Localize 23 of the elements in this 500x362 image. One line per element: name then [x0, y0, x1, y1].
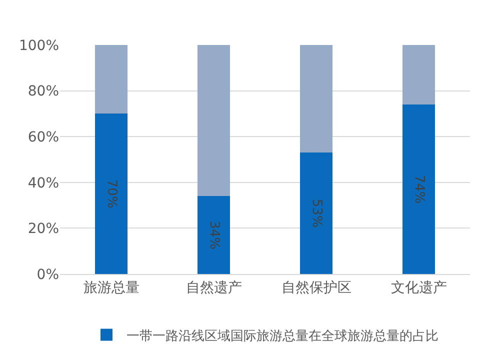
y-tick-label: 60% — [28, 130, 59, 146]
bar — [94, 45, 128, 114]
data-label: 74% — [411, 174, 426, 204]
bar — [402, 104, 436, 274]
y-tick-label: 40% — [28, 175, 59, 192]
x-tick-label: 旅游总量 — [83, 280, 140, 296]
data-label: 34% — [206, 220, 222, 250]
bar — [197, 196, 230, 274]
data-label: 53% — [308, 198, 324, 228]
x-tick-label: 自然遗产 — [186, 280, 242, 296]
legend-label: 一带一路沿线区域国际旅游总量在全球旅游总量的占比 — [126, 328, 438, 344]
bar — [197, 45, 230, 196]
y-tick-label: 80% — [28, 84, 59, 100]
data-label: 70% — [104, 179, 119, 208]
y-tick-label: 20% — [28, 221, 59, 238]
bar — [300, 45, 333, 153]
y-tick-label: 100% — [18, 38, 59, 54]
x-tick-label: 文化遗产 — [390, 280, 447, 296]
bar — [402, 45, 436, 105]
y-tick-label: 0% — [36, 266, 59, 283]
bar — [94, 114, 128, 274]
bar — [300, 152, 333, 274]
x-tick-label: 自然保护区 — [281, 280, 352, 296]
